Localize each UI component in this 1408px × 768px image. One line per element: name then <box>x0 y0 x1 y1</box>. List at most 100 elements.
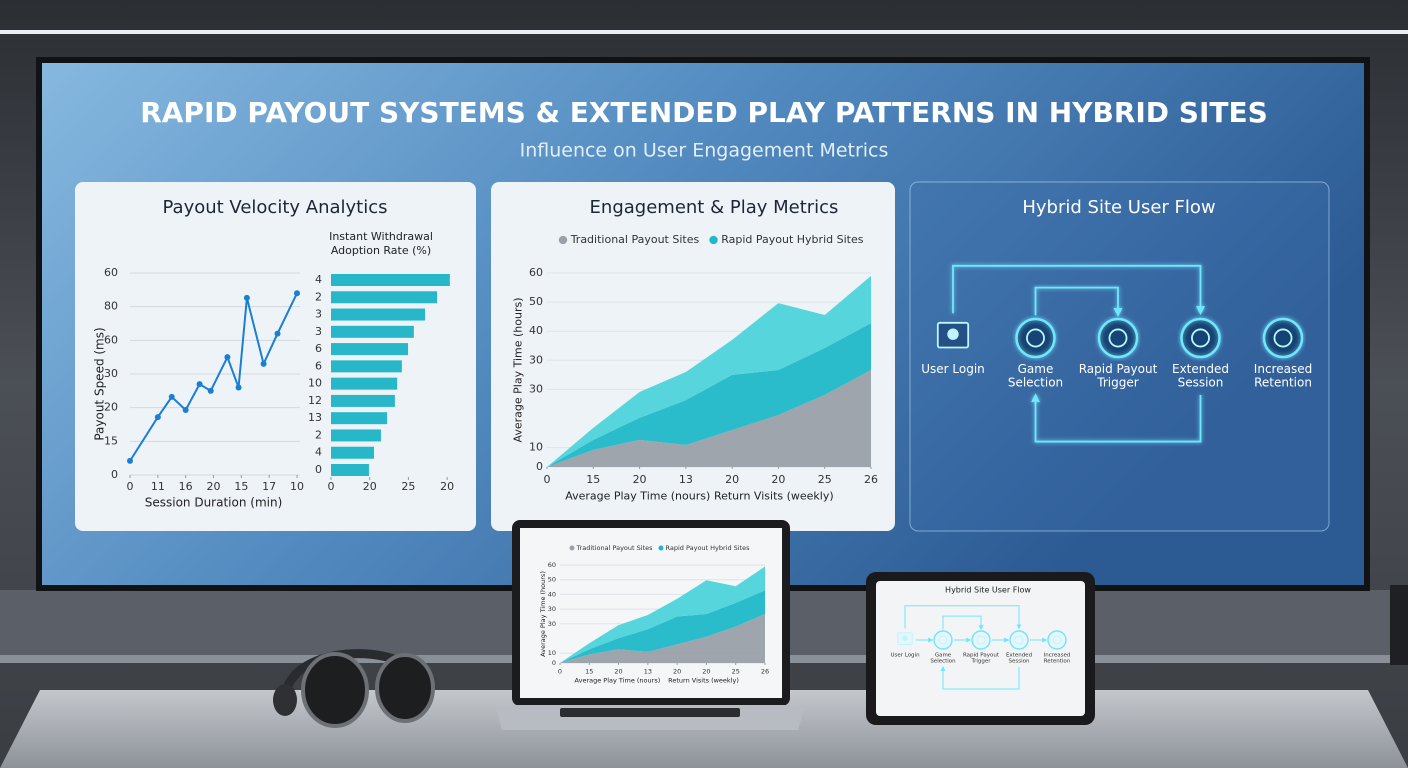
x-tick-label: 10 <box>290 480 304 493</box>
legend-swatch <box>658 545 664 551</box>
x-tick-label: 26 <box>864 473 878 486</box>
legend-swatch <box>709 235 718 245</box>
y-tick-label: 6 <box>315 342 322 355</box>
flow-node-label: Session <box>1009 659 1030 665</box>
y-tick-label: 12 <box>308 394 322 407</box>
y-tick-label: 60 <box>104 266 118 279</box>
y-tick-label: 50 <box>548 576 556 584</box>
y-tick-label: 2 <box>315 428 322 441</box>
x-tick-label: 25 <box>818 473 832 486</box>
y-tick-label: 30 <box>548 620 556 628</box>
chart-title: Engagement & Play Metrics <box>590 197 839 218</box>
y-tick-label: 60 <box>529 266 543 279</box>
flow-node-icon <box>1026 328 1045 348</box>
x-axis-label: Return Visits (weekly) <box>668 677 739 685</box>
flow-node <box>971 630 991 650</box>
x-tick-label: 15 <box>585 668 593 676</box>
x-axis-label: Return Visits (weekly) <box>714 490 834 503</box>
x-tick-label: 11 <box>151 480 165 493</box>
point <box>182 407 189 414</box>
flow-node-label: User Login <box>890 652 920 658</box>
panel <box>75 182 476 531</box>
y-tick-label: 30 <box>529 382 543 395</box>
area-layer <box>547 323 871 467</box>
y-tick-label: 50 <box>529 295 543 308</box>
point <box>168 393 175 400</box>
bar <box>331 412 388 425</box>
flow-node <box>1180 317 1221 359</box>
flow-node-icon <box>1191 328 1210 348</box>
bar <box>331 325 414 338</box>
y-tick-label: 4 <box>315 273 322 286</box>
y-tick-label: 40 <box>529 324 543 337</box>
chart-title: Adoption Rate (%) <box>331 244 431 257</box>
flow-title: Hybrid Site User Flow <box>1022 197 1215 218</box>
y-tick-label: 0 <box>111 468 118 481</box>
y-tick-label: 30 <box>529 353 543 366</box>
point <box>196 381 203 388</box>
x-axis-label: Session Duration (min) <box>145 496 283 510</box>
flow-node-label: User Login <box>921 362 985 376</box>
x-tick-label: 25 <box>401 480 415 493</box>
point <box>274 330 281 337</box>
bar <box>331 308 426 321</box>
y-tick-label: 2 <box>315 290 322 303</box>
y-tick-label: 4 <box>315 446 322 459</box>
headphone-cup <box>273 684 297 716</box>
x-tick-label: 20 <box>207 480 221 493</box>
flow-node-label: Trigger <box>1096 376 1138 390</box>
x-tick-label: 17 <box>262 480 276 493</box>
chart-title: Instant Withdrawal <box>329 230 433 243</box>
y-tick-label: 15 <box>104 434 118 447</box>
flow-node-label: Retention <box>1044 659 1071 665</box>
y-tick-label: 10 <box>548 649 556 657</box>
y-tick-label: 60 <box>104 333 118 346</box>
x-tick-label: 25 <box>732 668 740 676</box>
flow-node <box>933 630 953 650</box>
subtitle: Influence on User Engagement Metrics <box>520 140 889 162</box>
y-tick-label: 40 <box>548 590 556 598</box>
x-tick-label: 15 <box>586 473 600 486</box>
flow-node-label: Increased <box>1254 362 1312 376</box>
y-tick-label: 20 <box>104 401 118 414</box>
area-layer <box>560 614 765 663</box>
area-layer <box>547 275 871 467</box>
x-tick-label: 15 <box>234 480 248 493</box>
flow-loop <box>1031 393 1202 443</box>
flow-node-label: Selection <box>1008 376 1063 390</box>
flow-node <box>1047 630 1067 650</box>
point <box>235 384 242 391</box>
legend-swatch <box>569 545 575 551</box>
point <box>224 354 231 361</box>
laptop-keyboard <box>560 708 740 717</box>
x-tick-label: 20 <box>725 473 739 486</box>
y-tick-label: 80 <box>104 300 118 313</box>
bar <box>331 464 369 476</box>
flow-node-icon <box>976 635 986 645</box>
legend-label: Traditional Payout Sites <box>576 544 654 552</box>
chart-title: Payout Velocity Analytics <box>163 197 388 218</box>
flow-node-icon <box>902 635 908 641</box>
y-tick-label: 60 <box>548 561 556 569</box>
y-axis-label: Average Play Time (hours) <box>539 571 547 657</box>
flow-loop <box>940 666 1020 690</box>
flow-node-icon <box>938 635 948 645</box>
bar <box>331 291 438 304</box>
flow-loop <box>942 615 984 631</box>
flow-node-label: Session <box>1178 376 1224 390</box>
y-tick-label: 3 <box>315 308 322 321</box>
stand <box>1390 585 1408 665</box>
flow-loop <box>952 264 1205 316</box>
flow-node-label: Increased <box>1044 652 1071 658</box>
bar <box>331 446 374 459</box>
bar <box>331 429 381 442</box>
flow-node-label: Game <box>935 652 952 658</box>
x-tick-label: 0 <box>544 473 551 486</box>
area-layer <box>560 566 765 663</box>
bar <box>331 343 409 356</box>
y-tick-label: 13 <box>308 411 322 424</box>
flow-node-label: Extended <box>1172 362 1229 376</box>
x-tick-label: 0 <box>328 480 335 493</box>
